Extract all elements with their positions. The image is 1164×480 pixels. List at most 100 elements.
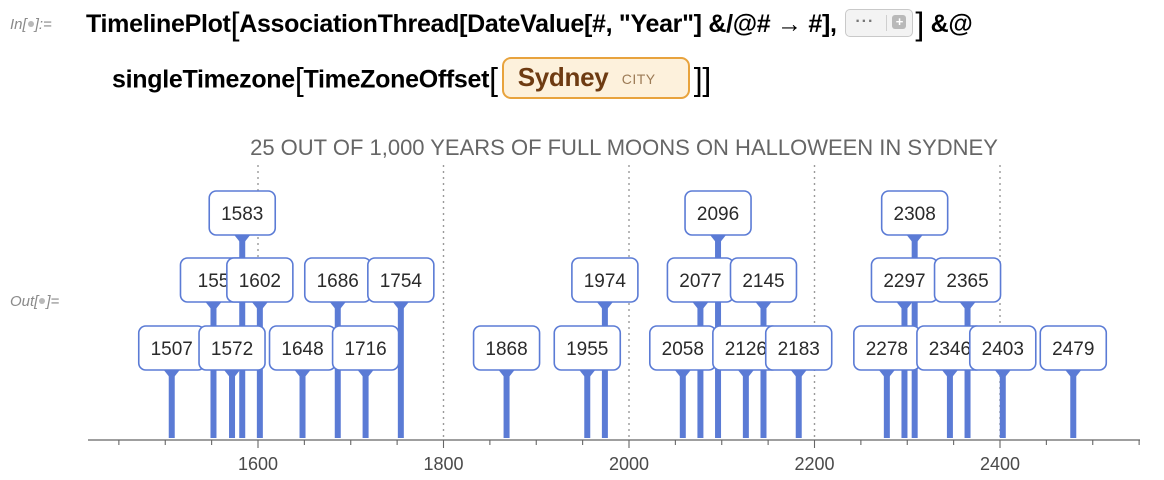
event-label-text: 1572 <box>211 339 253 360</box>
input-code-line-1[interactable]: TimelinePlot[AssociationThread[DateValue… <box>86 6 973 43</box>
event-label-1602[interactable]: 1602 <box>226 257 294 303</box>
elided-separator <box>886 15 888 32</box>
event-label-text: 2183 <box>778 339 820 360</box>
event-label-text: 1602 <box>239 271 281 292</box>
event-arrow-2278 <box>878 370 895 380</box>
event-label-text: 1754 <box>380 271 423 292</box>
event-label-1572[interactable]: 1572 <box>198 325 266 371</box>
code-singletimezone: singleTimezone <box>112 65 295 94</box>
sydney-entity-chip[interactable]: Sydney CITY <box>501 57 690 99</box>
event-label-1716[interactable]: 1716 <box>331 325 400 371</box>
tick-label-1600: 1600 <box>238 454 278 474</box>
event-label-text: 2077 <box>679 271 721 292</box>
event-label-1868[interactable]: 1868 <box>472 325 541 371</box>
event-label-text: 2403 <box>982 339 1024 360</box>
output-label-prefix: Out[ <box>10 293 39 310</box>
event-label-box <box>729 257 798 303</box>
event-arrow-1974 <box>596 302 613 312</box>
bracket-open: [ <box>230 6 240 42</box>
event-label-text: 1868 <box>485 339 527 360</box>
plot-title: 25 OUT OF 1,000 YEARS OF FULL MOONS ON H… <box>250 135 998 160</box>
event-label-text: 2365 <box>946 271 988 292</box>
tick-label-2000: 2000 <box>609 454 649 474</box>
event-label-2096[interactable]: 2096 <box>684 190 752 236</box>
tick-label-1800: 1800 <box>423 454 463 474</box>
event-label-2183[interactable]: 2183 <box>764 325 833 371</box>
code-map-rule: &/@# → # <box>701 10 823 38</box>
event-label-box <box>367 257 435 303</box>
event-label-2479[interactable]: 2479 <box>1039 325 1108 371</box>
event-label-text: 2126 <box>725 339 767 360</box>
bracket-open-3: [ <box>583 10 593 38</box>
input-code-line-2[interactable]: singleTimezone[TimeZoneOffset[Sydney CITY… <box>112 57 711 102</box>
event-label-1974[interactable]: 1974 <box>571 257 639 303</box>
event-arrow-1552 <box>205 302 222 312</box>
event-label-2308[interactable]: 2308 <box>880 190 949 236</box>
event-label-box <box>1039 325 1108 371</box>
event-label-2403[interactable]: 2403 <box>968 325 1037 371</box>
event-label-box <box>553 325 622 371</box>
event-label-text: 2308 <box>894 204 936 225</box>
event-arrow-2308 <box>906 235 923 245</box>
event-label-1507[interactable]: 1507 <box>137 325 206 371</box>
event-label-text: 1648 <box>281 339 323 360</box>
input-label-suffix: ]:= <box>34 16 52 33</box>
event-label-1955[interactable]: 1955 <box>553 325 622 371</box>
event-label-2058[interactable]: 2058 <box>648 325 717 371</box>
event-label-box <box>472 325 541 371</box>
event-label-text: 2145 <box>742 271 784 292</box>
event-label-1754[interactable]: 1754 <box>367 257 435 303</box>
event-labels: 1507 155 1572 1583 1602 1648 1686 1716 1754 1868 1… <box>137 190 1108 371</box>
event-label-2278[interactable]: 2278 <box>853 325 921 371</box>
cell-number-dot <box>39 298 46 304</box>
event-arrow-2145 <box>755 302 772 312</box>
event-arrow-2297 <box>896 302 913 312</box>
bracket-close-2: ] <box>822 10 831 38</box>
output-label-suffix: ]= <box>46 293 60 310</box>
event-arrow-1648 <box>294 370 311 380</box>
code-prefix-apply: &@ <box>923 10 973 38</box>
event-arrow-2365 <box>959 302 976 312</box>
event-label-box <box>571 257 639 303</box>
event-label-text: 2479 <box>1052 339 1094 360</box>
event-label-2145[interactable]: 2145 <box>729 257 798 303</box>
expand-plus-icon[interactable]: + <box>892 15 907 30</box>
event-arrow-2183 <box>790 370 807 380</box>
event-label-text: 1583 <box>221 204 263 225</box>
event-label-1686[interactable]: 1686 <box>303 257 372 303</box>
bracket-close-5: ] <box>693 61 703 98</box>
event-label-text: 155 <box>198 271 230 292</box>
tick-label-2200: 2200 <box>794 454 834 474</box>
event-label-box <box>331 325 400 371</box>
event-label-text: 1507 <box>151 339 193 360</box>
event-label-2346[interactable]: 2346 <box>916 325 984 371</box>
event-label-2297[interactable]: 2297 <box>870 257 939 303</box>
event-arrow-1754 <box>392 302 409 312</box>
event-arrow-1716 <box>357 370 374 380</box>
time-axis: 1600 1800 2000 2200 2400 <box>88 439 1140 474</box>
event-label-2126[interactable]: 2126 <box>712 325 780 371</box>
code-datevalue: DateValue <box>467 10 584 38</box>
event-label-2077[interactable]: 2077 <box>666 257 735 303</box>
event-label-1583[interactable]: 1583 <box>208 190 277 236</box>
event-arrow-1507 <box>163 370 180 380</box>
event-arrow-1602 <box>251 302 268 312</box>
elided-options-button[interactable]: ··· + <box>845 9 914 38</box>
input-cell-label: In[]:= <box>10 16 52 33</box>
event-label-box <box>933 257 1002 303</box>
bracket-close-4: ] <box>702 61 711 98</box>
entity-type: CITY <box>621 71 656 87</box>
cell-number-dot <box>27 21 34 27</box>
event-label-box <box>764 325 833 371</box>
event-arrow-1686 <box>329 302 346 312</box>
event-arrow-2096 <box>710 235 727 245</box>
event-label-1648[interactable]: 1648 <box>268 325 337 371</box>
event-arrow-2058 <box>674 370 691 380</box>
entity-name: Sydney <box>517 62 609 92</box>
event-label-2365[interactable]: 2365 <box>933 257 1002 303</box>
event-label-box <box>880 190 949 236</box>
event-label-text: 1686 <box>317 271 359 292</box>
event-label-text: 2058 <box>662 339 704 360</box>
event-label-text: 2346 <box>929 339 971 360</box>
